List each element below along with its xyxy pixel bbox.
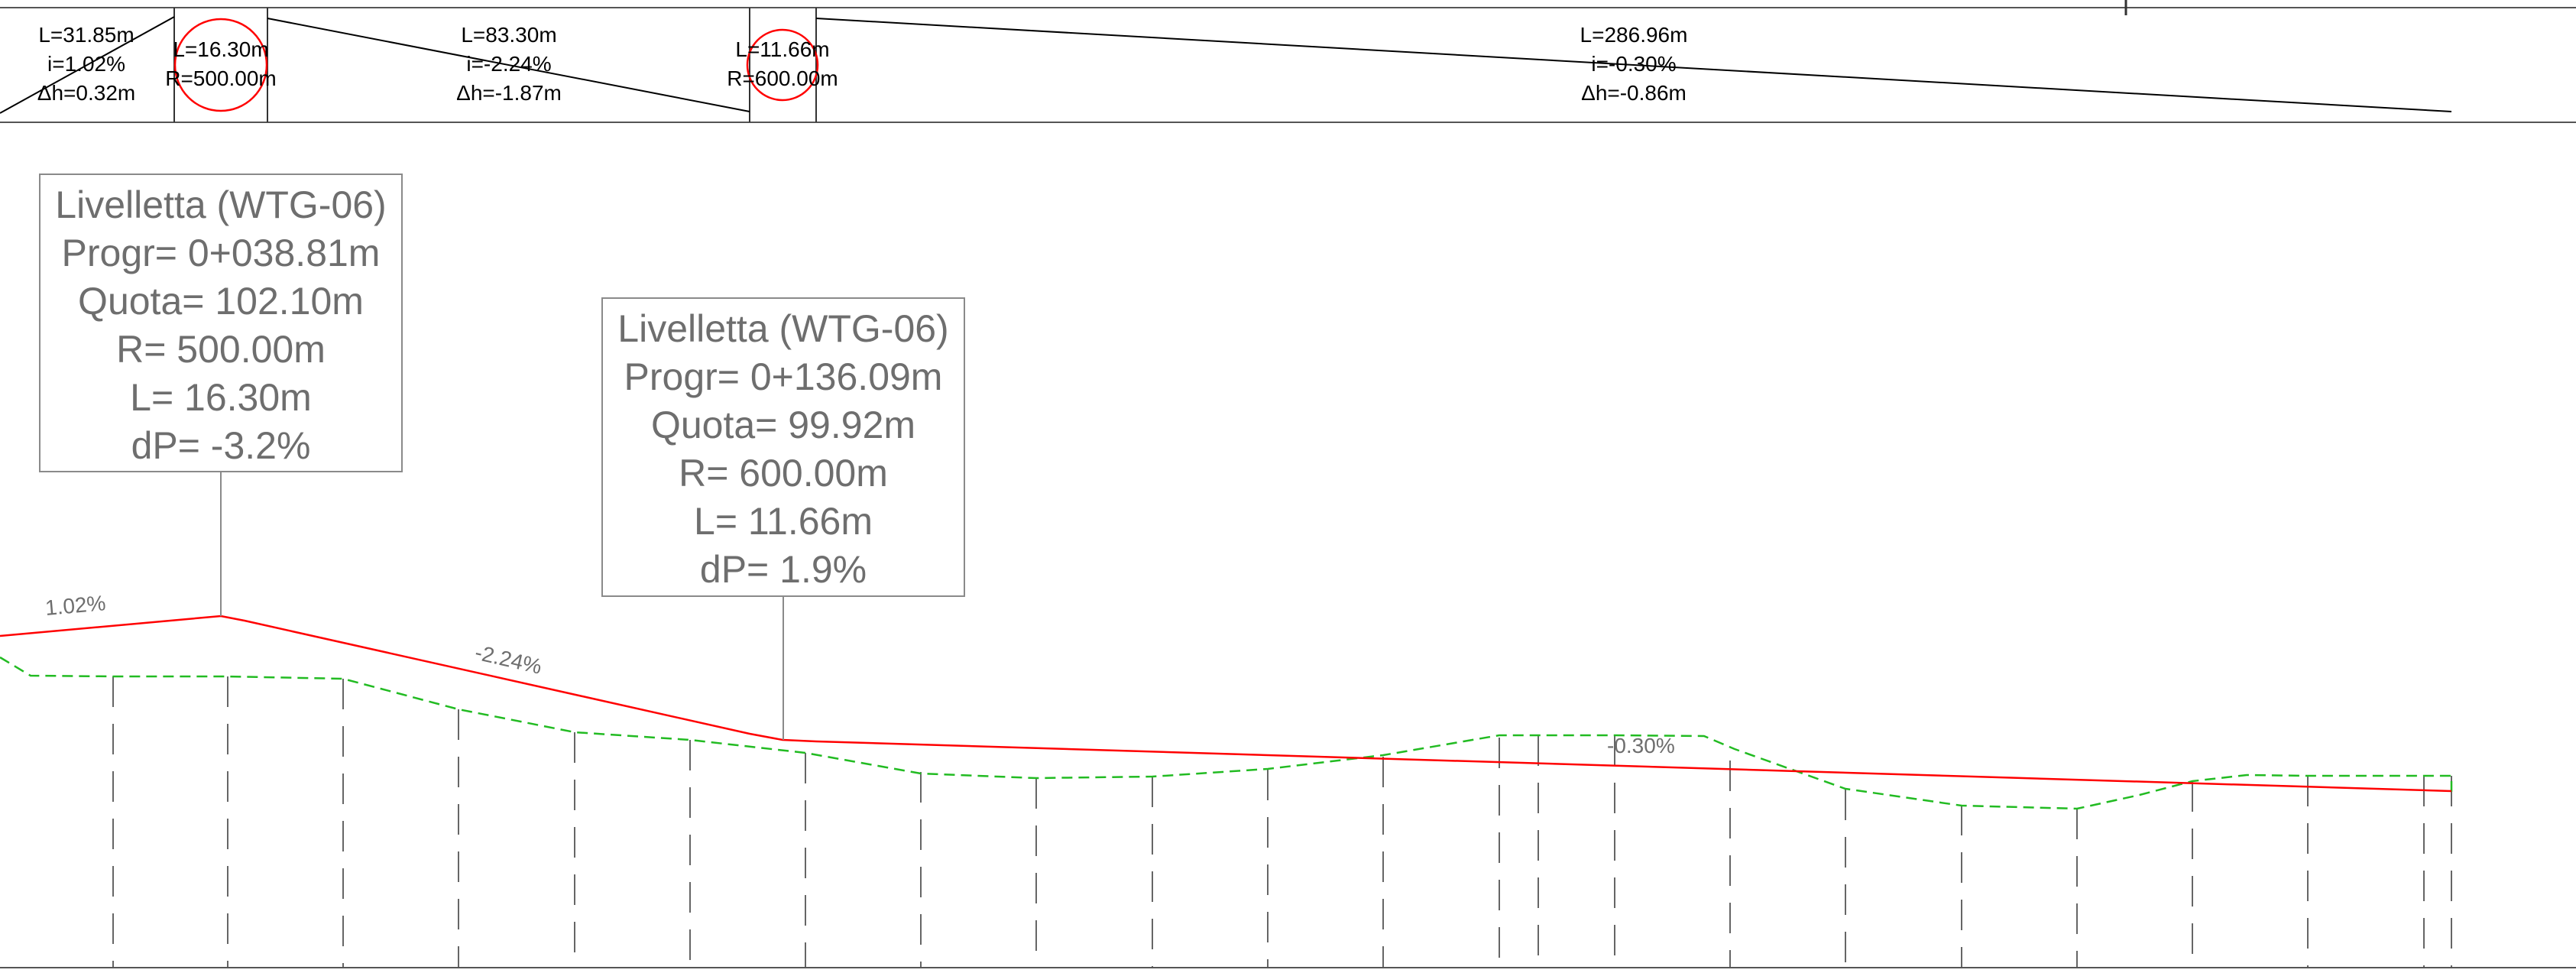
- slope-label: -2.24%: [473, 641, 544, 679]
- callout-elevation: Quota= 99.92m: [651, 404, 915, 446]
- segment-slope-label: i=-0.30%: [1591, 52, 1676, 76]
- vertical-curve-callout: Livelletta (WTG-06) Progr= 0+136.09m Quo…: [601, 297, 965, 740]
- curve-length-label: L=16.30m: [173, 37, 268, 61]
- vertical-curve-circle-marker: [746, 28, 819, 102]
- callout-progressive: Progr= 0+136.09m: [624, 355, 943, 398]
- callout-length: L= 11.66m: [694, 500, 873, 543]
- segment-slope-label: i=1.02%: [47, 52, 125, 76]
- segment-length-label: L=83.30m: [461, 23, 556, 47]
- design-grade-line: [0, 615, 2452, 793]
- callout-title: Livelletta (WTG-06): [617, 307, 948, 350]
- callout-elevation: Quota= 102.10m: [78, 280, 364, 323]
- curve-length-label: L=11.66m: [735, 37, 829, 61]
- terrain-profile-line: [0, 656, 2453, 810]
- callout-title: Livelletta (WTG-06): [55, 183, 386, 226]
- slope-label: -0.30%: [1607, 734, 1675, 757]
- segment-delta-h-label: Δh=0.32m: [37, 81, 135, 105]
- callout-box: [39, 174, 403, 472]
- callout-length: L= 16.30m: [130, 376, 312, 419]
- segment-length-label: L=31.85m: [38, 23, 134, 47]
- callout-grade-change: dP= -3.2%: [131, 424, 311, 467]
- curve-radius-label: R=500.00m: [165, 66, 277, 90]
- vertical-curve-callout: Livelletta (WTG-06) Progr= 0+038.81m Quo…: [39, 174, 403, 616]
- vertical-curve-circle-marker: [173, 18, 268, 112]
- callout-box: [601, 297, 965, 597]
- band-grade-diagonal: [267, 18, 750, 112]
- station-lines: [112, 676, 2452, 967]
- callout-radius: R= 600.00m: [679, 452, 888, 495]
- band-grade-diagonal: [0, 16, 175, 114]
- callout-progressive: Progr= 0+038.81m: [62, 232, 381, 274]
- segment-length-label: L=286.96m: [1580, 23, 1688, 47]
- slope-label: 1.02%: [44, 591, 107, 620]
- curve-radius-label: R=600.00m: [727, 66, 838, 90]
- band-grade-diagonal: [815, 18, 2452, 112]
- segment-slope-label: i=-2.24%: [466, 52, 551, 76]
- callout-radius: R= 500.00m: [116, 328, 326, 371]
- segment-delta-h-label: Δh=-0.86m: [1581, 81, 1687, 105]
- segment-band: L=31.85m i=1.02% Δh=0.32m L=16.30m R=500…: [0, 0, 2576, 123]
- segment-delta-h-label: Δh=-1.87m: [456, 81, 562, 105]
- callout-grade-change: dP= 1.9%: [700, 548, 867, 591]
